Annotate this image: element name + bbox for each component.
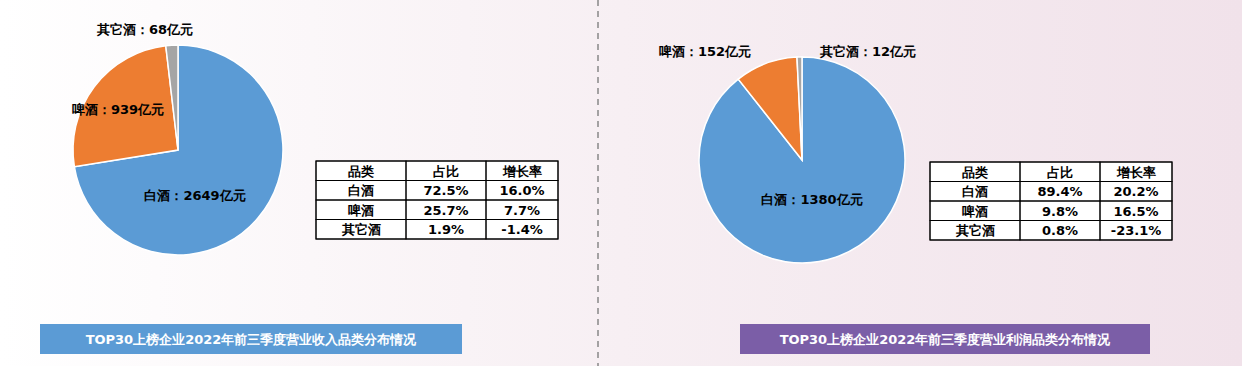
table-text: 白酒: [962, 184, 988, 199]
table-cell: [486, 220, 558, 240]
table-cell: [930, 162, 1020, 182]
table-text: 20.2%: [1113, 184, 1158, 199]
table-text: 白酒: [348, 183, 374, 198]
table-cell: [930, 182, 1020, 202]
data-label: 其它酒：68亿元: [96, 22, 193, 37]
title-box: [40, 324, 462, 354]
table-cell: [1020, 221, 1100, 241]
table-cell: [1100, 162, 1172, 182]
table-cell: [1100, 182, 1172, 202]
table-cell: [406, 220, 486, 240]
pie-slice: [166, 45, 178, 150]
table-cell: [316, 200, 406, 220]
pie-slice: [797, 57, 802, 160]
slices: [73, 45, 283, 255]
table: 品类 占比 增长率白酒 89.4% 20.2% 啤酒 9.8% 16.5% 其它酒 0.8% -23…: [930, 162, 1172, 240]
table-text: 0.8%: [1042, 223, 1078, 238]
table-text: 72.5%: [423, 183, 468, 198]
table-text: 其它酒: [955, 223, 995, 238]
table-header: 增长率: [502, 164, 542, 179]
table-cell: [406, 181, 486, 201]
table-cell: [486, 200, 558, 220]
pie-slice: [699, 57, 905, 263]
data-label: 啤酒：939亿元: [72, 102, 164, 117]
background: [0, 0, 1242, 366]
table-text: 其它酒: [341, 222, 381, 237]
table: 品类 占比 增长率白酒 72.5% 16.0% 啤酒 25.7% 7.7% 其它酒 1.9% -1.…: [316, 161, 558, 239]
table-cell: [1100, 201, 1172, 221]
chart-title: TOP30上榜企业2022年前三季度营业收入品类分布情况: [86, 332, 418, 347]
table-text: -1.4%: [501, 222, 542, 237]
table-text: 1.9%: [428, 222, 464, 237]
divider: [597, 0, 599, 366]
table-header: 增长率: [1116, 165, 1156, 180]
table-cell: [1100, 221, 1172, 241]
pie-chart: 白酒：1380亿元 啤酒：152亿元 其它酒：12亿元 TOP30上榜企业2022年前…: [659, 44, 1150, 354]
table-cell: [316, 220, 406, 240]
table-cell: [316, 161, 406, 181]
pie-slice: [738, 57, 802, 160]
table-cell: [486, 181, 558, 201]
table-cell: [316, 181, 406, 201]
table-text: -23.1%: [1111, 223, 1162, 238]
table-text: 16.0%: [499, 183, 544, 198]
table-cell: [406, 200, 486, 220]
table-header: 品类: [962, 165, 988, 180]
table-text: 89.4%: [1037, 184, 1082, 199]
table-cell: [1020, 201, 1100, 221]
data-label: 啤酒：152亿元: [659, 44, 751, 59]
table-cell: [486, 161, 558, 181]
data-label: 白酒：2649亿元: [144, 188, 245, 203]
table-cell: [1020, 182, 1100, 202]
table-header: 占比: [1047, 165, 1073, 180]
title-box: [740, 324, 1150, 354]
table-frame: [930, 162, 1172, 240]
slices: [699, 57, 905, 263]
table-text: 25.7%: [423, 203, 468, 218]
table-frame: [316, 161, 558, 239]
table-header: 占比: [433, 164, 459, 179]
table-header: 品类: [348, 164, 374, 179]
table-text: 7.7%: [504, 203, 540, 218]
data-label: 其它酒：12亿元: [819, 44, 916, 59]
canvas: 白酒：2649亿元 啤酒：939亿元 其它酒：68亿元 TOP30上榜企业2022年前…: [0, 0, 1242, 366]
table-text: 9.8%: [1042, 204, 1078, 219]
chart-title: TOP30上榜企业2022年前三季度营业利润品类分布情况: [780, 332, 1112, 347]
data-label: 白酒：1380亿元: [761, 192, 862, 207]
table-text: 啤酒: [962, 204, 988, 219]
table-text: 啤酒: [348, 203, 374, 218]
table-cell: [406, 161, 486, 181]
table-cell: [930, 221, 1020, 241]
table-text: 16.5%: [1113, 204, 1158, 219]
table-cell: [930, 201, 1020, 221]
table-cell: [1020, 162, 1100, 182]
